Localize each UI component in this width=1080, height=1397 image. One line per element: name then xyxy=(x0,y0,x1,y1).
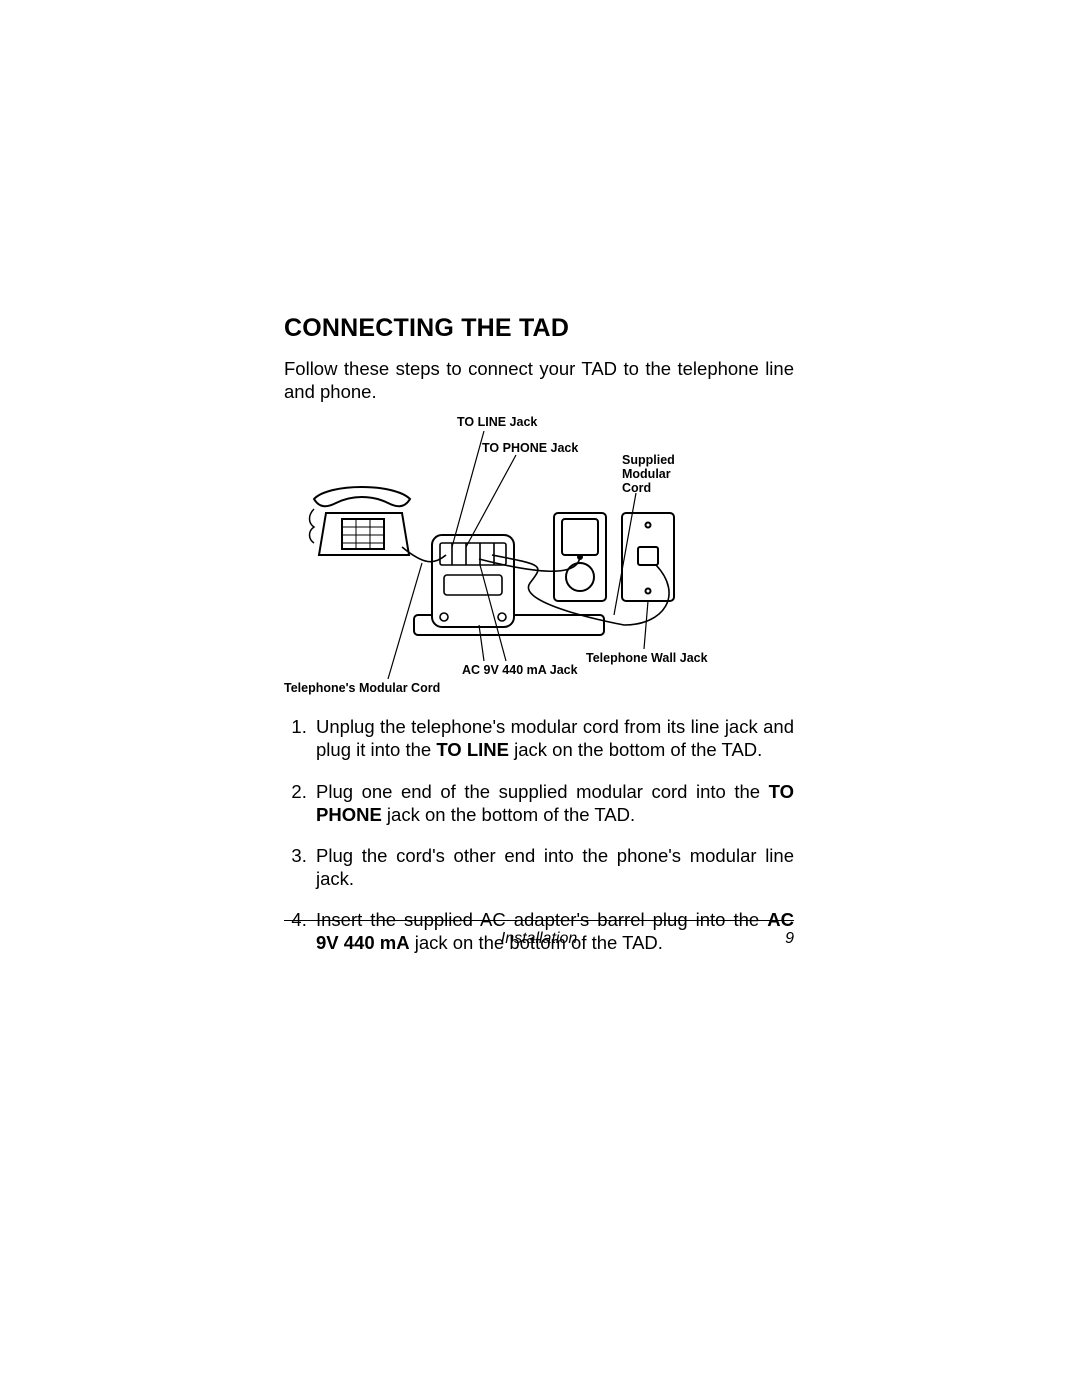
step-2-text-a: Plug one end of the supplied modular cor… xyxy=(316,781,769,802)
intro-paragraph: Follow these steps to connect your TAD t… xyxy=(284,357,794,403)
connection-diagram: TO LINE Jack TO PHONE Jack Supplied Modu… xyxy=(284,415,794,695)
step-3: Plug the cord's other end into the phone… xyxy=(312,844,794,890)
footer-page-number: 9 xyxy=(785,930,794,948)
page-footer: Installation 9 xyxy=(284,930,794,948)
manual-page: CONNECTING THE TAD Follow these steps to… xyxy=(0,0,1080,1397)
step-2: Plug one end of the supplied modular cor… xyxy=(312,780,794,826)
page-title: CONNECTING THE TAD xyxy=(284,314,794,343)
diagram-svg xyxy=(284,415,794,695)
steps-list: Unplug the telephone's modular cord from… xyxy=(284,715,794,954)
footer-section-name: Installation xyxy=(284,930,794,948)
step-1: Unplug the telephone's modular cord from… xyxy=(312,715,794,761)
step-3-text: Plug the cord's other end into the phone… xyxy=(316,845,794,889)
footer-rule xyxy=(284,920,794,921)
step-1-bold: TO LINE xyxy=(436,739,509,760)
step-1-text-c: jack on the bottom of the TAD. xyxy=(509,739,762,760)
content-column: CONNECTING THE TAD Follow these steps to… xyxy=(284,314,794,972)
step-2-text-c: jack on the bottom of the TAD. xyxy=(382,804,635,825)
